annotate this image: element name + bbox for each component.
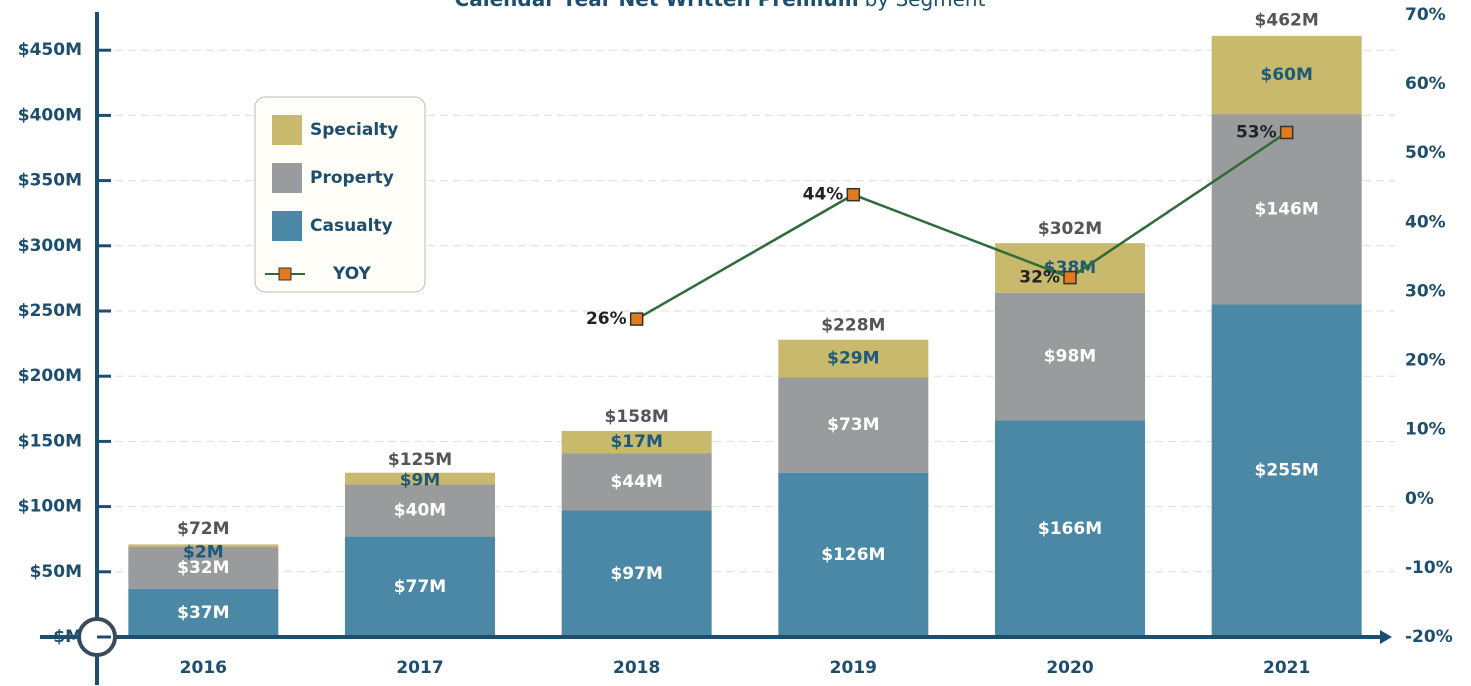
legend-swatch <box>272 163 302 193</box>
bar-segment <box>1211 114 1362 305</box>
yoy-label: 26% <box>586 309 627 329</box>
value-label: $126M <box>821 545 885 565</box>
total-label: $158M <box>605 407 669 427</box>
x-tick-label: 2016 <box>180 658 227 678</box>
y2-tick-label: 60% <box>1405 74 1446 94</box>
bar-segment <box>778 472 929 637</box>
legend-label: Specialty <box>310 120 398 140</box>
yoy-label: 32% <box>1019 268 1060 288</box>
total-label: $462M <box>1255 11 1319 31</box>
value-label: $255M <box>1255 461 1319 481</box>
value-label: $32M <box>177 558 229 578</box>
value-label: $77M <box>394 577 446 597</box>
total-label: $228M <box>821 316 885 336</box>
total-label: $302M <box>1038 219 1102 239</box>
legend-label: Property <box>310 168 394 188</box>
value-label: $166M <box>1038 519 1102 539</box>
overlay: $37M $77M $97M $126M $166M $255M $32M $40M $44M $… <box>177 11 1319 623</box>
chart-title: Calendar Year Net Written Premium by Segm… <box>455 0 986 11</box>
value-label: $60M <box>1260 65 1312 85</box>
x-tick-label: 2019 <box>830 658 877 678</box>
y-tick-label: $200M <box>18 366 82 386</box>
x-tick-label: 2021 <box>1263 658 1310 678</box>
bar-segment <box>1211 35 1362 115</box>
x-tick-label: 2017 <box>396 658 443 678</box>
y-tick-label: $350M <box>18 171 82 191</box>
total-label: $125M <box>388 450 452 470</box>
value-label: $40M <box>394 501 446 521</box>
y2-tick-label: 20% <box>1405 351 1446 371</box>
bar-segment <box>1211 304 1362 637</box>
yoy-marker <box>1279 125 1294 140</box>
yoy-line <box>636 131 1288 321</box>
value-label: $2M <box>183 542 224 562</box>
value-label: $146M <box>1255 199 1319 219</box>
y-tick-label: $250M <box>18 301 82 321</box>
legend-marker <box>278 267 292 281</box>
value-label: $37M <box>177 603 229 623</box>
yoy-marker <box>629 312 644 326</box>
y-tick-label: $100M <box>18 497 82 517</box>
bar-segment <box>345 484 495 537</box>
bars <box>128 35 1362 637</box>
legend <box>254 96 426 293</box>
yoy-marker <box>1063 270 1077 285</box>
x-tick-label: 2020 <box>1046 658 1093 678</box>
bar-segment <box>128 544 279 548</box>
yoy-label: 53% <box>1236 122 1277 142</box>
y2-tick-label: 70% <box>1405 5 1446 25</box>
yoy-label: 44% <box>803 185 844 205</box>
y-tick-label: $450M <box>18 40 82 60</box>
title: Calendar Year Net Written Premium <box>455 0 859 11</box>
y2-tick-label: 30% <box>1405 281 1446 301</box>
bar-segment <box>345 536 495 637</box>
bar-segment <box>561 453 712 511</box>
value-label: $73M <box>827 415 879 435</box>
y-tick-label: $300M <box>18 236 82 256</box>
y2-tick-label: -20% <box>1405 627 1453 647</box>
bar-segment <box>561 510 712 637</box>
y-tick-label: $M <box>53 627 82 647</box>
x-axis-arrow <box>1380 630 1392 644</box>
y2-tick-label: -10% <box>1405 558 1453 578</box>
bar-segment <box>128 547 279 589</box>
y-tick-label: $400M <box>18 105 82 125</box>
y2-tick-label: 10% <box>1405 420 1446 440</box>
bar-segment <box>995 243 1145 293</box>
total-label: $72M <box>177 519 229 539</box>
value-label: $97M <box>610 564 662 584</box>
subtitle: by Segment <box>865 0 986 11</box>
value-label: $9M <box>400 471 441 491</box>
bar-segment <box>995 420 1145 637</box>
value-label: $44M <box>610 472 662 492</box>
legend-swatch <box>272 115 302 145</box>
bar-segment <box>778 339 929 378</box>
legend-label: Casualty <box>310 216 393 236</box>
x-tick-label: 2018 <box>613 658 660 678</box>
legend-label: YOY <box>332 264 372 284</box>
y2-tick-label: 0% <box>1405 489 1434 509</box>
y2-tick-label: 40% <box>1405 212 1446 232</box>
y2-tick-label: 50% <box>1405 143 1446 163</box>
bar-segment <box>345 472 495 485</box>
legend-swatch <box>272 211 302 241</box>
value-label: $17M <box>610 432 662 452</box>
bar-segment <box>128 588 279 637</box>
bar-segment <box>995 292 1145 421</box>
value-label: $98M <box>1044 347 1096 367</box>
value-label: $29M <box>827 349 879 369</box>
y-tick-label: $50M <box>30 562 82 582</box>
y-tick-label: $150M <box>18 431 82 451</box>
bar-segment <box>778 377 929 473</box>
bar-segment <box>561 430 712 454</box>
yoy-marker <box>846 187 861 202</box>
